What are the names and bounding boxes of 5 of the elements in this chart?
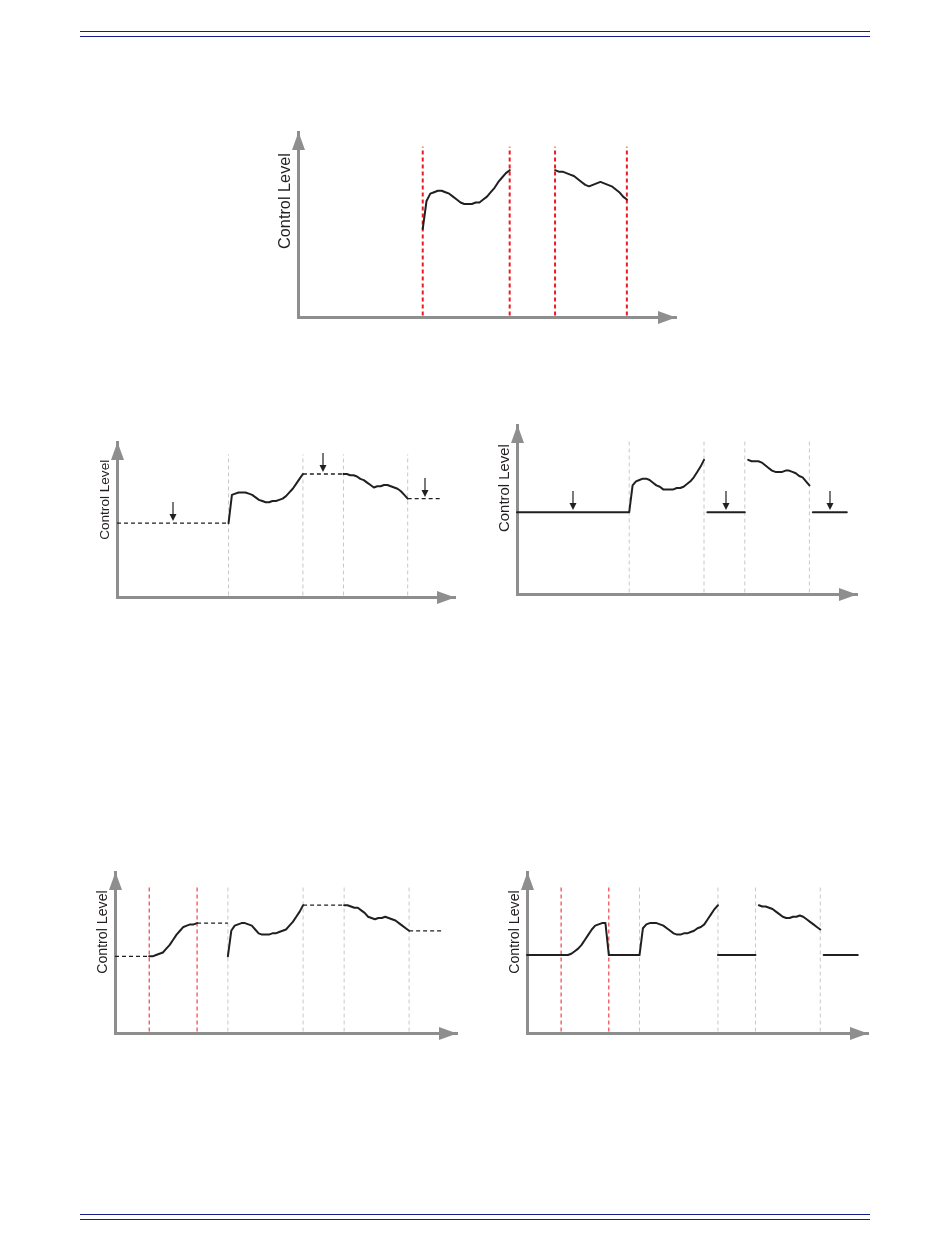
- y-axis-title: Control Level: [505, 890, 522, 974]
- y-axis-title: Control Level: [93, 890, 110, 974]
- y-axis-title: Control Level: [496, 444, 513, 532]
- y-axis-title: Control Level: [275, 153, 294, 249]
- y-axis-title: Control Level: [96, 459, 112, 540]
